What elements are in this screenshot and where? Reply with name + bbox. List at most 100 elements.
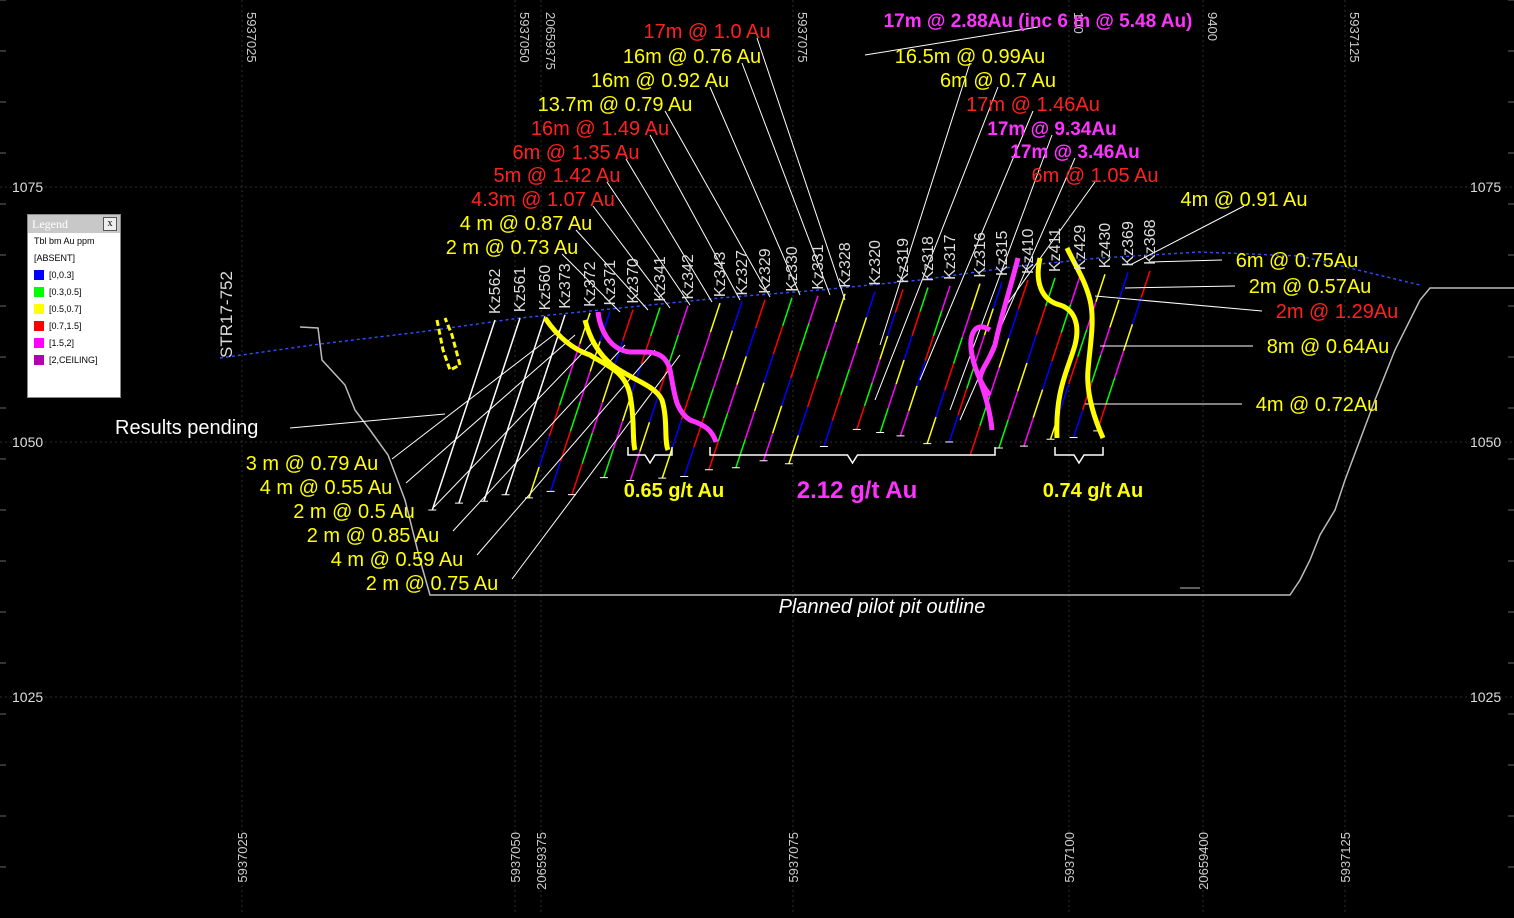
intercept-label-top: 16m @ 0.92 Au — [591, 70, 729, 92]
hole-id-label: Kz318 — [920, 236, 937, 281]
hole-id-label: Kz315 — [994, 231, 1011, 276]
drill-hole-segment — [1090, 354, 1102, 383]
leader-lines — [289, 26, 1263, 580]
coord-label-bottom: 5937075 — [786, 832, 801, 883]
hole-id-label: Kz316 — [972, 232, 989, 277]
drill-hole-segment — [1017, 279, 1029, 310]
hole-id-label: Kz331 — [810, 244, 827, 289]
drill-hole-segment — [731, 301, 743, 331]
drill-hole-segment — [442, 446, 454, 479]
legend-panel[interactable]: Legend x Tbl bm Au ppm [ABSENT] [0,0.3] [0… — [27, 214, 121, 398]
drill-hole-segment — [808, 295, 819, 324]
drill-hole-segment — [488, 379, 501, 411]
drill-hole-segment — [988, 367, 1000, 397]
legend-swatch — [34, 303, 44, 314]
intercept-label-lower-left: 3 m @ 0.79 Au — [246, 453, 379, 475]
hole-id-label: Kz330 — [784, 246, 801, 291]
drill-hole-segment — [504, 464, 517, 495]
drill-hole-segment — [834, 293, 846, 323]
drill-hole-segment — [1118, 272, 1129, 301]
legend-item: [0.3,0.5] — [28, 283, 120, 300]
leader-line-lower-left — [433, 339, 596, 508]
hole-id-label: Kz319 — [895, 238, 912, 283]
drill-hole-segment — [1140, 270, 1151, 298]
drill-hole-segment — [717, 412, 729, 442]
leader-line-top — [575, 229, 649, 311]
leader-line-top — [709, 86, 801, 296]
drill-hole-segment — [514, 434, 527, 465]
drill-hole-segment — [726, 384, 738, 414]
drill-hole-segment — [903, 335, 913, 361]
intercept-label-right: 2m @ 0.57Au — [1249, 276, 1372, 298]
hole-id-label: Kz371 — [602, 260, 619, 305]
drill-hole-segment — [754, 299, 766, 329]
leader-line-top — [949, 134, 1053, 411]
drill-hole-segment — [952, 336, 964, 364]
drill-hole-segment — [571, 463, 583, 495]
drill-hole-segment — [603, 449, 614, 478]
drill-hole-segment — [1026, 334, 1038, 364]
drill-hole-segment — [599, 311, 611, 342]
legend-title-bar[interactable]: Legend x — [28, 215, 120, 233]
drill-hole-segment — [780, 378, 792, 407]
section-label: STR17-752 — [217, 271, 236, 358]
drill-hole-segment — [790, 350, 801, 379]
hole-id-label: Kz368 — [1142, 219, 1159, 264]
drill-hole-segment — [941, 285, 951, 312]
drill-hole-segment — [736, 356, 748, 385]
labels: 1075 1075 1050 1050 1025 1025 5937025 5937050 20… — [12, 11, 1501, 890]
legend-item: [0.7,1.5] — [28, 317, 120, 334]
hole-id-label: Kz411 — [1047, 228, 1064, 272]
intercept-label-top: 6m @ 0.7 Au — [940, 70, 1056, 92]
zone-outline-yellow-left-2 — [582, 319, 671, 451]
hole-id-label: Kz328 — [837, 242, 854, 287]
drill-hole-segment — [683, 447, 695, 477]
drill-hole-segment — [534, 316, 546, 348]
coord-label-top: 5937075 — [795, 12, 810, 63]
legend-swatch — [34, 337, 44, 348]
intercept-label-top: 16m @ 0.76 Au — [623, 46, 761, 68]
leader-line-top — [664, 110, 771, 298]
drill-hole-segment — [863, 382, 873, 407]
drill-hole-segment — [992, 281, 1003, 309]
drill-hole-segment — [970, 283, 981, 311]
pit-outline — [299, 287, 1514, 596]
drill-hole-segment — [554, 314, 566, 345]
intercept-label-lower-left: 2 m @ 0.5 Au — [293, 501, 414, 523]
drill-hole-segment — [629, 451, 641, 481]
drill-hole-segment — [974, 335, 986, 363]
intercept-label-top: 17m @ 1.0 Au — [643, 21, 770, 43]
drill-hole-segment — [895, 359, 905, 385]
drill-hole-segment — [771, 405, 783, 434]
drill-hole-segment — [661, 448, 673, 479]
drill-hole-segment — [709, 302, 721, 333]
drill-hole-segment — [1016, 362, 1028, 392]
drill-hole-segment — [932, 310, 943, 337]
intercept-label-right: 6m @ 0.75Au — [1236, 250, 1359, 272]
drill-hole-segment — [788, 435, 799, 464]
close-icon[interactable]: x — [103, 217, 117, 231]
zone-outline-yellow-left-1 — [542, 316, 638, 451]
leader-line-top — [864, 26, 1039, 56]
intercept-label-top: 17m @ 2.88Au (inc 6 m @ 5.48 Au) — [884, 11, 1193, 32]
drill-hole-segment — [1077, 329, 1088, 357]
drill-hole-segment — [1095, 274, 1106, 302]
coord-label-bottom: 5937100 — [1062, 832, 1077, 883]
drill-hole-segment — [1023, 417, 1034, 447]
legend-swatch — [34, 269, 44, 280]
drill-hole-segment — [1072, 409, 1084, 438]
drill-hole-segment — [722, 330, 734, 361]
leader-line-top — [919, 110, 1034, 381]
drill-hole-segment — [569, 401, 582, 432]
mineral-zone-outlines — [542, 246, 1106, 465]
legend-item: [2,CEILING] — [28, 351, 120, 368]
drill-hole-segment — [1105, 377, 1116, 405]
drill-hole-segment — [763, 354, 775, 383]
leader-line-top — [879, 62, 971, 346]
zone-outline-magenta-right — [977, 257, 1021, 431]
drill-hole-segment — [431, 478, 444, 511]
drill-hole-segment — [503, 408, 516, 440]
drill-hole-segment — [1032, 389, 1044, 419]
